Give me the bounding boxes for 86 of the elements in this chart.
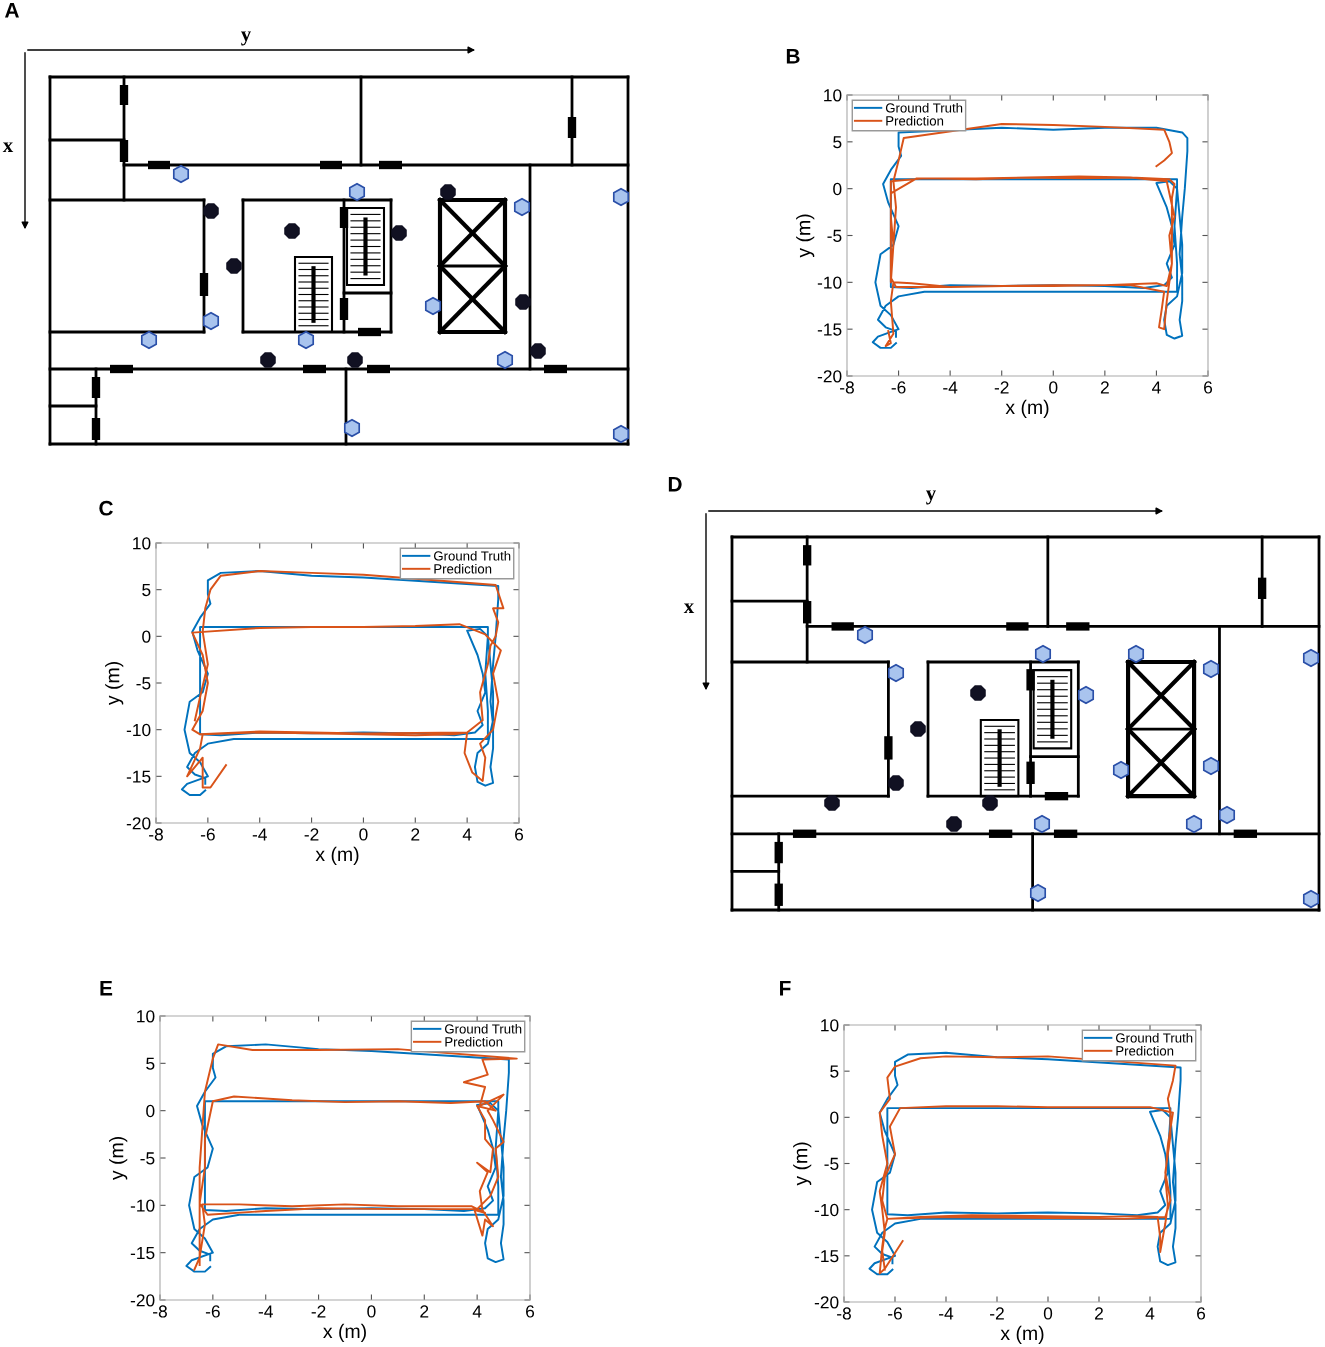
y-tick-label: -5 <box>136 677 151 690</box>
x-tick-label: 4 <box>1152 381 1161 394</box>
y-axis-title: y (m) <box>793 1142 812 1186</box>
legend-label: Prediction <box>445 1036 503 1047</box>
y-tick-label: 5 <box>833 136 842 149</box>
y-tick-label: 0 <box>142 630 151 643</box>
x-tick-label: -4 <box>252 828 267 841</box>
x-tick-label: 2 <box>1100 381 1109 394</box>
legend-label: Prediction <box>1116 1045 1174 1056</box>
text: x <box>2 142 14 153</box>
y-tick-label: -15 <box>817 323 842 336</box>
x-tick-label: 2 <box>1095 1307 1103 1320</box>
x-tick-label: -8 <box>153 1305 167 1318</box>
y-tick-label: 0 <box>146 1104 155 1118</box>
x-tick-label: -8 <box>149 828 163 841</box>
y-tick-label: -5 <box>827 229 842 242</box>
legend-label: Prediction <box>886 115 944 126</box>
x-tick-label: -6 <box>200 828 215 841</box>
y-tick-label: 5 <box>830 1065 839 1078</box>
x-tick-label: 0 <box>367 1305 376 1318</box>
x-tick-label: -2 <box>304 828 319 841</box>
x-tick-label: 0 <box>1049 381 1058 394</box>
y-tick-label: 5 <box>146 1057 155 1070</box>
x-tick-label: -4 <box>939 1307 954 1320</box>
y-tick-label: -20 <box>817 370 842 383</box>
y-axis-title: y (m) <box>105 662 124 706</box>
x-tick-label: 6 <box>526 1305 535 1318</box>
x-axis-title: x (m) <box>1000 1325 1044 1344</box>
x-tick-label: 4 <box>462 828 472 841</box>
text: D <box>668 477 682 492</box>
y-axis-title: y (m) <box>109 1137 128 1181</box>
chart-title: F <box>780 981 791 996</box>
legend-label: Ground Truth <box>885 102 963 113</box>
chart-title: E <box>100 981 113 996</box>
y-tick-label: 10 <box>137 1010 155 1023</box>
x-tick-label: 2 <box>411 828 420 841</box>
x-axis-title: x (m) <box>315 846 359 865</box>
y-axis-title: y (m) <box>796 214 815 258</box>
x-axis-title: x (m) <box>1005 399 1049 418</box>
legend-label: Ground Truth <box>445 1023 522 1034</box>
legend-label: Ground Truth <box>1116 1032 1193 1043</box>
text: A <box>4 3 19 18</box>
x-tick-label: 4 <box>1145 1307 1155 1320</box>
x-tick-label: 4 <box>472 1305 482 1318</box>
x-tick-label: 0 <box>359 828 368 841</box>
x-tick-label: -8 <box>840 381 854 394</box>
x-tick-label: -4 <box>258 1305 273 1318</box>
y-tick-label: 10 <box>821 1019 839 1032</box>
y-tick-label: 10 <box>133 537 151 550</box>
y-tick-label: -10 <box>817 276 842 289</box>
y-tick-label: -15 <box>130 1247 155 1260</box>
x-tick-label: -6 <box>891 381 906 394</box>
y-tick-label: -20 <box>814 1296 839 1309</box>
x-tick-label: 2 <box>420 1305 429 1318</box>
x-tick-label: -8 <box>837 1307 851 1320</box>
y-tick-label: -5 <box>824 1157 839 1170</box>
x-tick-label: 6 <box>515 828 524 841</box>
x-tick-label: -2 <box>990 1307 1004 1320</box>
y-tick-label: -20 <box>130 1294 155 1307</box>
y-tick-label: -5 <box>140 1152 155 1165</box>
y-tick-label: -10 <box>130 1199 155 1212</box>
x-tick-label: -6 <box>888 1307 902 1320</box>
x-tick-label: -2 <box>994 381 1009 394</box>
legend-label: Prediction <box>434 563 492 574</box>
y-tick-label: -20 <box>126 817 151 830</box>
text: y <box>241 31 252 46</box>
y-tick-label: 0 <box>833 182 842 196</box>
text: x <box>683 603 695 614</box>
text: y <box>926 490 937 505</box>
y-tick-label: -15 <box>814 1250 839 1263</box>
y-tick-label: 0 <box>830 1111 839 1124</box>
chart-title: C <box>99 500 113 516</box>
legend-label: Ground Truth <box>434 550 511 561</box>
y-tick-label: -10 <box>814 1203 839 1217</box>
y-tick-label: 5 <box>142 584 151 597</box>
x-tick-label: 6 <box>1204 381 1213 394</box>
y-tick-label: 10 <box>824 89 842 102</box>
x-tick-label: -4 <box>943 381 958 394</box>
y-tick-label: -10 <box>126 723 151 737</box>
x-tick-label: -2 <box>311 1305 326 1318</box>
x-tick-label: -6 <box>205 1305 220 1318</box>
y-tick-label: -15 <box>126 770 151 783</box>
chart-title: B <box>786 49 800 64</box>
x-tick-label: 0 <box>1043 1307 1053 1320</box>
x-axis-title: x (m) <box>323 1323 366 1342</box>
x-tick-label: 6 <box>1197 1307 1206 1320</box>
